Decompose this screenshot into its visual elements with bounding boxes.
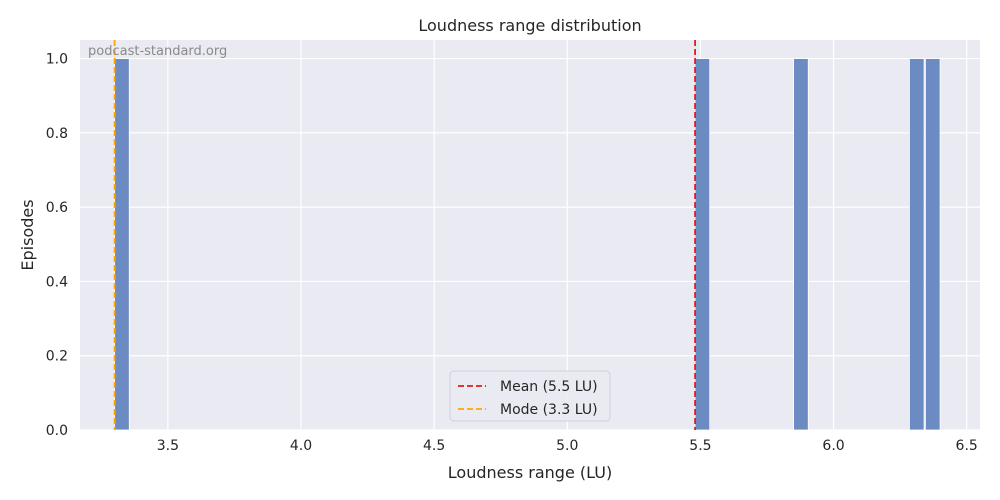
y-axis-label: Episodes [18,199,37,270]
x-axis-ticks: 3.5 4.0 4.5 5.0 5.5 6.0 6.5 [157,438,978,454]
legend: Mean (5.5 LU) Mode (3.3 LU) [449,370,611,422]
grid-lines [80,40,980,431]
legend-mean-label: Mean (5.5 LU) [500,379,598,395]
reference-lines [113,40,696,430]
histogram-bar [694,58,711,431]
x-tick-label: 6.5 [956,438,978,454]
x-tick-label: 4.0 [290,438,312,454]
x-tick-label: 6.0 [822,438,844,454]
x-tick-label: 5.0 [556,438,578,454]
histogram-bar [909,58,925,431]
y-axis-ticks: 0.0 0.2 0.4 0.6 0.8 1.0 [46,52,68,439]
plot-area [80,40,980,430]
y-tick-label: 0.2 [46,349,68,365]
x-tick-label: 3.5 [157,438,179,454]
histogram-bar [793,58,809,431]
x-tick-label: 4.5 [423,438,445,454]
y-tick-label: 0.8 [46,126,68,142]
x-axis-label: Loudness range (LU) [448,463,612,482]
chart-title: Loudness range distribution [418,16,641,35]
y-tick-label: 0.0 [46,423,68,439]
legend-box [449,370,611,422]
y-tick-label: 0.4 [46,274,68,290]
histogram-bar [925,58,941,431]
x-tick-label: 5.5 [689,438,711,454]
histogram-bars [114,58,941,431]
y-tick-label: 0.6 [46,200,68,216]
histogram-bar [114,58,130,431]
legend-mode-label: Mode (3.3 LU) [500,402,598,418]
y-tick-label: 1.0 [46,52,68,68]
watermark: podcast-standard.org [88,44,227,59]
